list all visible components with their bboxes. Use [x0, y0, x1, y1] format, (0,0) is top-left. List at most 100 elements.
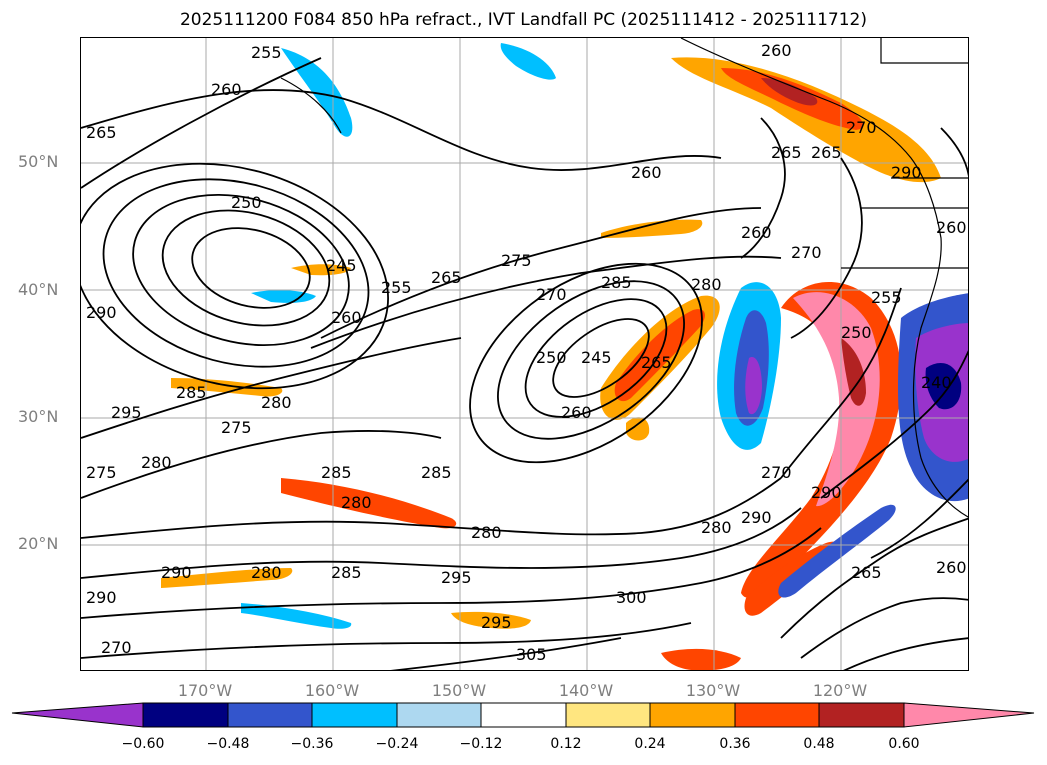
- contour-label-260h: 260: [936, 218, 967, 237]
- contour-label-280b: 280: [141, 453, 172, 472]
- colorbar-segment-7: [649, 702, 736, 728]
- shade-pos-streak-6: [291, 264, 351, 276]
- lon-label-170w: 170°W: [177, 681, 233, 700]
- colorbar-segment-4: [396, 702, 482, 728]
- contour-label-260g: 260: [936, 558, 967, 577]
- lat-label-30n: 30°N: [18, 407, 59, 426]
- colorbar-tick-6: 0.12: [550, 736, 582, 752]
- shade-neg-north-2: [500, 43, 556, 80]
- contour-label-260d: 260: [561, 403, 592, 422]
- contour-label-285d: 285: [331, 563, 362, 582]
- colorbar-segment-6: [565, 702, 651, 728]
- contour-label-255b: 255: [381, 278, 412, 297]
- contour-label-250b: 250: [536, 348, 567, 367]
- contour-label-255c: 255: [871, 288, 902, 307]
- contour-label-280f: 280: [251, 563, 282, 582]
- contour-label-260e: 260: [631, 163, 662, 182]
- contour-label-285b: 285: [321, 463, 352, 482]
- colorbar: [11, 702, 1035, 728]
- contour-label-245b: 245: [581, 348, 612, 367]
- contour-label-250c: 250: [841, 323, 872, 342]
- shade-ar-dark: [841, 338, 866, 406]
- contour-label-250: 250: [231, 193, 262, 212]
- colorbar-tick-1: −0.60: [121, 736, 165, 752]
- contour-label-270e: 270: [846, 118, 877, 137]
- lon-label-130w: 130°W: [685, 681, 741, 700]
- shade-pos-streak-3: [161, 568, 293, 588]
- contour-label-295: 295: [111, 403, 142, 422]
- contour-label-290d: 290: [741, 508, 772, 527]
- lon-label-140w: 140°W: [558, 681, 614, 700]
- colorbar-tick-5: −0.12: [459, 736, 503, 752]
- contour-label-280c: 280: [691, 275, 722, 294]
- contour-label-260b: 260: [761, 41, 792, 60]
- shade-pos-streak-4: [451, 611, 531, 629]
- contour-label-265f: 265: [811, 143, 842, 162]
- contour-label-275: 275: [501, 251, 532, 270]
- contour-label-260f: 260: [741, 223, 772, 242]
- contour-label-290c: 290: [86, 588, 117, 607]
- lat-label-50n: 50°N: [18, 152, 59, 171]
- contour-labels: 255 260 265 260 250 245 255 260 265 275 …: [86, 41, 967, 664]
- colorbar-tick-4: −0.24: [375, 736, 419, 752]
- contour-label-285: 285: [176, 383, 207, 402]
- contour-label-290b: 290: [161, 563, 192, 582]
- contour-label-260c: 260: [331, 308, 362, 327]
- shade-pos-streak-5: [601, 219, 703, 238]
- lon-label-150w: 150°W: [431, 681, 487, 700]
- colorbar-tick-9: 0.48: [803, 736, 835, 752]
- contour-label-265d: 265: [771, 143, 802, 162]
- lat-label-40n: 40°N: [18, 280, 59, 299]
- lat-label-20n: 20°N: [18, 534, 59, 553]
- contour-label-270d: 270: [101, 638, 132, 657]
- colorbar-tick-2: −0.48: [206, 736, 250, 752]
- shade-neg-tail: [778, 504, 896, 598]
- contour-label-270: 270: [536, 285, 567, 304]
- contour-label-285e: 285: [601, 273, 632, 292]
- contour-label-265e: 265: [851, 563, 882, 582]
- colorbar-segment-8: [734, 702, 820, 728]
- contours: [81, 57, 968, 670]
- colorbar-segment-9: [818, 702, 905, 728]
- lon-label-160w: 160°W: [304, 681, 360, 700]
- shade-neg-streak-2: [251, 290, 316, 303]
- shade-neg-east-core: [745, 357, 762, 415]
- contour-label-265b: 265: [431, 268, 462, 287]
- graticule: [81, 38, 968, 670]
- colorbar-extend-low: [11, 702, 144, 728]
- contour-label-305: 305: [516, 645, 547, 664]
- colorbar-segment-1: [142, 702, 229, 728]
- contour-label-275c: 275: [86, 463, 117, 482]
- contour-label-280d: 280: [341, 493, 372, 512]
- colorbar-tick-3: −0.36: [290, 736, 334, 752]
- shade-pos-ne-dark: [761, 78, 818, 106]
- colorbar-tick-7: 0.24: [634, 736, 666, 752]
- map-panel: 255 260 265 260 250 245 255 260 265 275 …: [80, 37, 969, 671]
- colorbar-segment-5: [480, 702, 567, 728]
- map-canvas: 255 260 265 260 250 245 255 260 265 275 …: [81, 38, 968, 670]
- shade-ar-core: [793, 292, 880, 507]
- shade-pos-streak-7: [661, 648, 741, 670]
- shade-pos-ne: [671, 57, 941, 183]
- contour-label-285c: 285: [421, 463, 452, 482]
- colorbar-tick-8: 0.36: [719, 736, 751, 752]
- shade-neg-streak-1: [241, 603, 352, 629]
- contour-label-295c: 295: [481, 613, 512, 632]
- contour-label-280: 280: [261, 393, 292, 412]
- coastlines: [280, 38, 968, 518]
- chart-title: 2025111200 F084 850 hPa refract., IVT La…: [179, 10, 867, 30]
- lon-label-120w: 120°W: [812, 681, 868, 700]
- shade-neg-inland-navy: [925, 363, 962, 410]
- contour-label-265c: 265: [641, 353, 672, 372]
- shade-pos-mid-patch: [626, 417, 650, 441]
- contour-label-280g: 280: [701, 518, 732, 537]
- contour-label-270b: 270: [791, 243, 822, 262]
- contour-label-300: 300: [616, 588, 647, 607]
- contour-label-270c: 270: [761, 463, 792, 482]
- contour-label-290f: 290: [891, 163, 922, 182]
- shade-pos-streak-1: [281, 478, 457, 529]
- colorbar-tick-10: 0.60: [888, 736, 920, 752]
- contour-label-275b: 275: [221, 418, 252, 437]
- contour-label-295b: 295: [441, 568, 472, 587]
- contour-label-265: 265: [86, 123, 117, 142]
